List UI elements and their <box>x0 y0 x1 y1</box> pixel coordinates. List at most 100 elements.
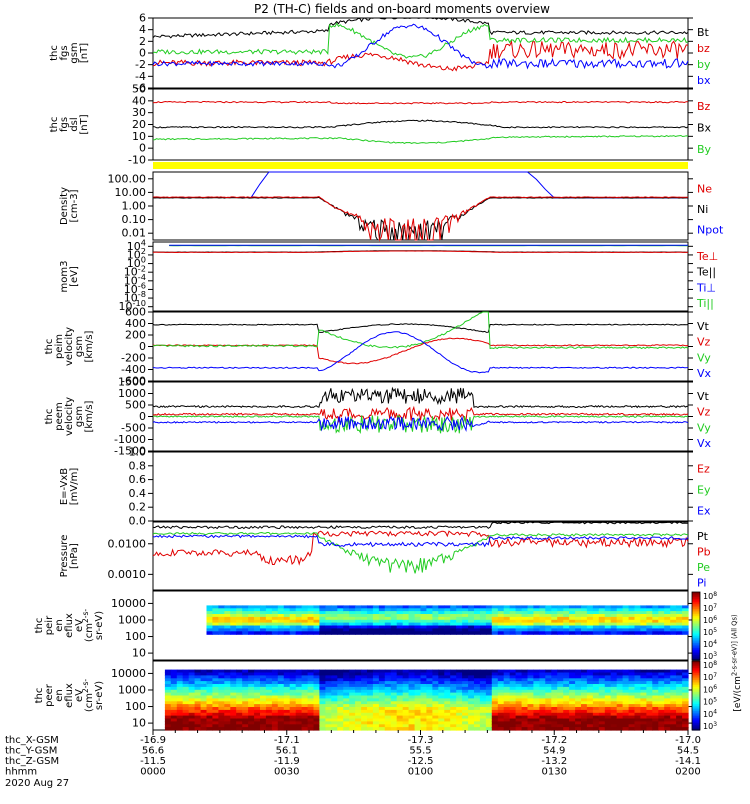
xaxis-row-value: 54.9 <box>543 746 565 757</box>
ylabel-peir: (cm2-s- <box>81 609 95 643</box>
spectrogram-cell-peir <box>640 631 647 635</box>
ylabel-fgs: [nT] <box>79 43 90 63</box>
ytick-label-efield: 0.6 <box>129 473 147 486</box>
spectrogram-cell-peir <box>438 631 445 635</box>
spectrogram-cell-peer <box>319 727 326 731</box>
spectrogram-cell-peir <box>646 631 653 635</box>
spectrogram-cell-peir <box>575 631 582 635</box>
spectrogram-cell-peer <box>450 727 457 731</box>
spectrogram-cell-peir <box>551 631 558 635</box>
spectrogram-cell-peer <box>207 727 214 731</box>
colorbar-tick-label: 103 <box>703 721 717 731</box>
panel-frame-density <box>153 172 688 240</box>
spectrogram-cell-peir <box>510 631 517 635</box>
spectrogram-cell-peir <box>373 631 380 635</box>
spectrogram-cell-peer <box>409 727 416 731</box>
spectrogram-cell-peir <box>284 631 291 635</box>
legend-fgs-by: by <box>697 58 711 71</box>
spectrogram-cell-peir <box>670 631 677 635</box>
spectrogram-cell-peir <box>623 631 630 635</box>
spectrogram-cell-peir <box>522 631 529 635</box>
spectrogram-cell-peer <box>278 727 285 731</box>
spectrogram-cell-peir <box>563 631 570 635</box>
series-peim-Vz <box>153 338 688 364</box>
legend-fgs-bz: bz <box>697 42 710 55</box>
ytick-label-density: 100.00 <box>108 172 147 185</box>
spectrogram-cell-peir <box>331 631 338 635</box>
ytick-label-peer: 100 <box>125 700 146 713</box>
spectrogram-cell-peer <box>302 727 309 731</box>
xaxis-row-value: -13.2 <box>541 756 567 767</box>
ylabel-peim: [km/s] <box>84 330 95 362</box>
spectrogram-cell-peer <box>658 727 665 731</box>
ytick-label-density: 0.10 <box>122 213 147 226</box>
spectrogram-cell-peir <box>308 631 315 635</box>
xaxis-row-value: 0130 <box>542 767 567 778</box>
legend-efield-Ex: Ex <box>697 505 711 518</box>
spectrogram-cell-peer <box>242 727 249 731</box>
spectrogram-cell-peer <box>391 727 398 731</box>
series-fgs-bz <box>153 41 688 70</box>
legend-peem-Vy: Vy <box>697 421 711 434</box>
spectrogram-cell-peer <box>337 727 344 731</box>
ytick-label-efield: 0.2 <box>129 501 147 514</box>
xaxis-row-value: 54.5 <box>677 746 699 757</box>
colorbar-tick-label: 108 <box>703 591 717 601</box>
spectrogram-cell-peir <box>682 631 689 635</box>
legend-efield-Ez: Ez <box>697 463 710 476</box>
spectrogram-cell-peir <box>236 631 243 635</box>
spectrogram-cell-peir <box>533 631 540 635</box>
spectrogram-cell-peer <box>676 727 683 731</box>
spectrogram-cell-peir <box>581 631 588 635</box>
x-axis-group: thc_X-GSM-16.9-17.1-17.3-17.2-17.0thc_Y-… <box>5 730 701 789</box>
ytick-label-peir: 100 <box>125 630 146 643</box>
series-peem-Vt <box>153 388 688 408</box>
colorbar-tick-label: 106 <box>703 684 717 694</box>
spectrogram-cell-peer <box>343 727 350 731</box>
xaxis-row-value: -12.5 <box>408 756 434 767</box>
spectrogram-cell-peir <box>468 631 475 635</box>
spectrogram-cell-peer <box>587 727 594 731</box>
series-peim-Vx <box>153 332 688 373</box>
spectrogram-cell-peir <box>248 631 255 635</box>
legend-fgs_dsl-By: By <box>697 143 712 156</box>
spectrogram-cell-peer <box>617 727 624 731</box>
spectrogram-cell-peer <box>480 727 487 731</box>
spectrogram-cell-peir <box>296 631 303 635</box>
colorbar-tick-label: 107 <box>703 672 717 682</box>
quality-flag-strip <box>153 162 688 169</box>
colorbar-group: 108107106105104103108107106105104103[eV/… <box>692 591 743 731</box>
spectrogram-cell-peir <box>652 631 659 635</box>
ytick-label-fgs_dsl: -10 <box>128 154 146 167</box>
colorbar-tick-label: 105 <box>703 696 717 706</box>
series-density-Npot <box>153 172 688 198</box>
xaxis-row-value: 56.1 <box>276 746 298 757</box>
legend-density-Ni: Ni <box>697 203 708 216</box>
spectrogram-cell-peir <box>319 631 326 635</box>
xaxis-row-value: -17.0 <box>675 735 701 746</box>
spectrogram-cell-peer <box>290 727 297 731</box>
spectrogram-cell-peir <box>314 631 321 635</box>
colorbar-tick-label: 104 <box>703 639 717 649</box>
ylabel-peer: sr-eV) <box>94 681 105 710</box>
spectrogram-cell-peer <box>189 727 196 731</box>
panel-frame-efield <box>153 452 688 521</box>
spectrogram-cell-peer <box>426 727 433 731</box>
xaxis-row-value: 0030 <box>274 767 299 778</box>
spectrogram-cell-peir <box>456 631 463 635</box>
colorbar-tick-label: 108 <box>703 660 717 670</box>
spectrogram-cell-peer <box>557 727 564 731</box>
ytick-label-density: 10.00 <box>115 186 147 199</box>
spectrogram-cell-peir <box>218 631 225 635</box>
spectrogram-cell-peer <box>177 727 184 731</box>
spectrogram-cell-peer <box>355 727 362 731</box>
spectrogram-cell-peir <box>415 631 422 635</box>
spectrogram-cell-peir <box>343 631 350 635</box>
spectrogram-cell-peir <box>635 631 642 635</box>
xaxis-row-value: 55.5 <box>409 746 431 757</box>
spectrogram-cell-peer <box>438 727 445 731</box>
spectrogram-cell-peir <box>379 631 386 635</box>
spectrogram-cell-peir <box>391 631 398 635</box>
